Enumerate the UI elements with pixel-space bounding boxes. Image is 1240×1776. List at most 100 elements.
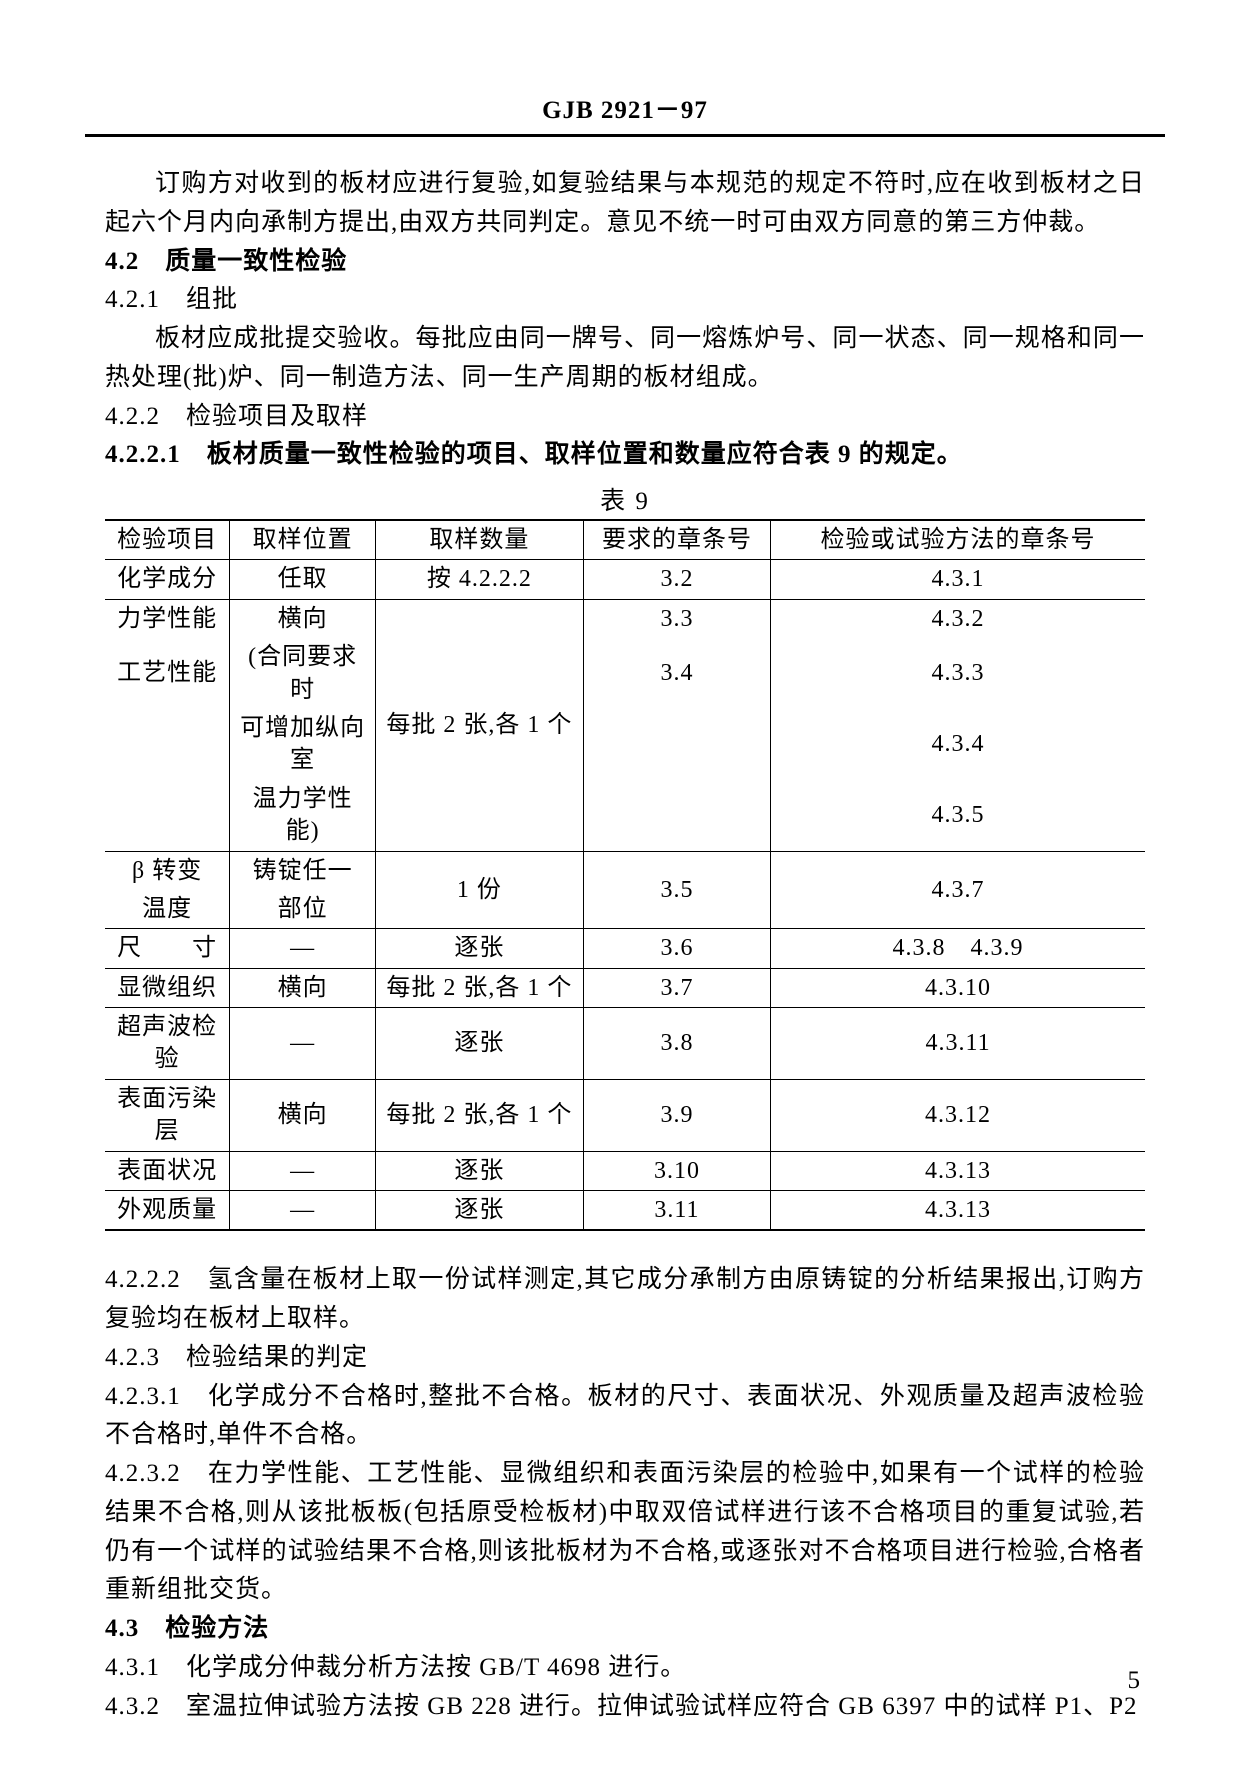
section-text: 在力学性能、工艺性能、显微组织和表面污染层的检验中,如果有一个试样的检验结果不合…	[105, 1460, 1145, 1603]
table-cell: 3.7	[583, 968, 770, 1007]
section-number: 4.2.3.1	[105, 1383, 181, 1410]
section-number: 4.2.2.1	[105, 441, 181, 468]
table-9: 检验项目 取样位置 取样数量 要求的章条号 检验或试验方法的章条号 化学成分 任…	[105, 519, 1145, 1231]
table-row: 温力学性能) 4.3.5	[105, 780, 1145, 851]
section-title: 检验方法	[165, 1615, 269, 1642]
table-header: 检验或试验方法的章条号	[771, 520, 1145, 560]
table-cell: 3.2	[583, 560, 770, 599]
table-cell: 每批 2 张,各 1 个	[375, 599, 583, 851]
table-cell: 部位	[230, 890, 376, 929]
paragraph-4-2-1: 板材应成批提交验收。每批应由同一牌号、同一熔炼炉号、同一状态、同一规格和同一热处…	[105, 320, 1145, 398]
section-text: 化学成分不合格时,整批不合格。板材的尺寸、表面状况、外观质量及超声波检验不合格时…	[105, 1383, 1145, 1449]
table-row: 尺 寸 — 逐张 3.6 4.3.8 4.3.9	[105, 929, 1145, 968]
table-row: 表面污染层 横向 每批 2 张,各 1 个 3.9 4.3.12	[105, 1079, 1145, 1151]
section-4-2-3-1: 4.2.3.1 化学成分不合格时,整批不合格。板材的尺寸、表面状况、外观质量及超…	[105, 1378, 1145, 1456]
intro-paragraph: 订购方对收到的板材应进行复验,如复验结果与本规范的规定不符时,应在收到板材之日起…	[105, 165, 1145, 243]
table-header: 取样位置	[230, 520, 376, 560]
table-cell	[105, 780, 230, 851]
table-cell: 温度	[105, 890, 230, 929]
section-number: 4.3.1	[105, 1654, 160, 1681]
table-cell: β 转变	[105, 851, 230, 890]
table-cell: 表面污染层	[105, 1079, 230, 1151]
section-number: 4.2.3	[105, 1344, 160, 1371]
table-header: 检验项目	[105, 520, 230, 560]
section-number: 4.2.1	[105, 286, 160, 313]
table-cell: 3.10	[583, 1151, 770, 1190]
table-cell: 横向	[230, 1079, 376, 1151]
section-4-2-3-2: 4.2.3.2 在力学性能、工艺性能、显微组织和表面污染层的检验中,如果有一个试…	[105, 1455, 1145, 1610]
section-number: 4.3	[105, 1615, 139, 1642]
section-4-2: 4.2 质量一致性检验	[105, 243, 1145, 282]
table-cell: 4.3.4	[771, 709, 1145, 780]
table-cell: 超声波检验	[105, 1008, 230, 1080]
table-header: 取样数量	[375, 520, 583, 560]
section-text: 室温拉伸试验方法按 GB 228 进行。拉伸试验试样应符合 GB 6397 中的…	[186, 1693, 1138, 1720]
page-content: GJB 2921－97 订购方对收到的板材应进行复验,如复验结果与本规范的规定不…	[0, 0, 1240, 1776]
table-cell: 逐张	[375, 929, 583, 968]
section-4-2-2: 4.2.2 检验项目及取样	[105, 398, 1145, 437]
table-row: 表面状况 — 逐张 3.10 4.3.13	[105, 1151, 1145, 1190]
table-row: 化学成分 任取 按 4.2.2.2 3.2 4.3.1	[105, 560, 1145, 599]
table-cell: 3.11	[583, 1191, 770, 1231]
table-cell: 4.3.7	[771, 851, 1145, 929]
table-cell: —	[230, 929, 376, 968]
table-cell: 温力学性能)	[230, 780, 376, 851]
section-4-3-2: 4.3.2 室温拉伸试验方法按 GB 228 进行。拉伸试验试样应符合 GB 6…	[105, 1688, 1145, 1727]
table-row: 力学性能 横向 每批 2 张,各 1 个 3.3 4.3.2	[105, 599, 1145, 638]
table-cell: 4.3.10	[771, 968, 1145, 1007]
table-cell: 每批 2 张,各 1 个	[375, 1079, 583, 1151]
section-4-3: 4.3 检验方法	[105, 1610, 1145, 1649]
table-row: 可增加纵向室 4.3.4	[105, 709, 1145, 780]
section-4-2-2-1: 4.2.2.1 板材质量一致性检验的项目、取样位置和数量应符合表 9 的规定。	[105, 436, 1145, 475]
table-cell: 外观质量	[105, 1191, 230, 1231]
table-cell: 1 份	[375, 851, 583, 929]
table-cell: —	[230, 1008, 376, 1080]
section-number: 4.2	[105, 248, 139, 275]
table-cell: 逐张	[375, 1151, 583, 1190]
table-cell	[583, 709, 770, 780]
table-cell: 3.5	[583, 851, 770, 929]
table-cell: 3.8	[583, 1008, 770, 1080]
table-cell: 显微组织	[105, 968, 230, 1007]
table-header: 要求的章条号	[583, 520, 770, 560]
table-cell: 横向	[230, 968, 376, 1007]
table-cell: (合同要求时	[230, 638, 376, 709]
section-number: 4.3.2	[105, 1693, 160, 1720]
table-cell: 尺 寸	[105, 929, 230, 968]
table-cell: 3.3	[583, 599, 770, 638]
table-cell: 3.9	[583, 1079, 770, 1151]
table-cell: 3.6	[583, 929, 770, 968]
table-cell: 4.3.1	[771, 560, 1145, 599]
table-cell: 4.3.12	[771, 1079, 1145, 1151]
table-cell: 工艺性能	[105, 638, 230, 709]
section-title: 质量一致性检验	[165, 248, 347, 275]
section-4-3-1: 4.3.1 化学成分仲裁分析方法按 GB/T 4698 进行。	[105, 1649, 1145, 1688]
page-number: 5	[1128, 1667, 1141, 1695]
table-cell: 4.3.11	[771, 1008, 1145, 1080]
table-cell: 每批 2 张,各 1 个	[375, 968, 583, 1007]
table-header-row: 检验项目 取样位置 取样数量 要求的章条号 检验或试验方法的章条号	[105, 520, 1145, 560]
table-cell: 逐张	[375, 1191, 583, 1231]
table-cell	[105, 709, 230, 780]
table-cell: 4.3.3	[771, 638, 1145, 709]
table-cell: 表面状况	[105, 1151, 230, 1190]
section-text: 氢含量在板材上取一份试样测定,其它成分承制方由原铸锭的分析结果报出,订购方复验均…	[105, 1266, 1145, 1332]
section-text: 化学成分仲裁分析方法按 GB/T 4698 进行。	[186, 1654, 686, 1681]
table-cell: 可增加纵向室	[230, 709, 376, 780]
table-row: 工艺性能 (合同要求时 3.4 4.3.3	[105, 638, 1145, 709]
table-cell: 化学成分	[105, 560, 230, 599]
table-cell: —	[230, 1191, 376, 1231]
table-cell: 4.3.2	[771, 599, 1145, 638]
section-number: 4.2.2	[105, 403, 160, 430]
table-cell: 4.3.5	[771, 780, 1145, 851]
table-cell: 按 4.2.2.2	[375, 560, 583, 599]
document-header: GJB 2921－97	[105, 90, 1145, 134]
table-cell	[583, 780, 770, 851]
section-4-2-2-2: 4.2.2.2 氢含量在板材上取一份试样测定,其它成分承制方由原铸锭的分析结果报…	[105, 1261, 1145, 1339]
table-cell: 4.3.8 4.3.9	[771, 929, 1145, 968]
table-cell: 铸锭任一	[230, 851, 376, 890]
section-text: 板材质量一致性检验的项目、取样位置和数量应符合表 9 的规定。	[207, 441, 963, 468]
section-4-2-3: 4.2.3 检验结果的判定	[105, 1339, 1145, 1378]
table-row: 超声波检验 — 逐张 3.8 4.3.11	[105, 1008, 1145, 1080]
section-title: 检验结果的判定	[186, 1344, 368, 1371]
